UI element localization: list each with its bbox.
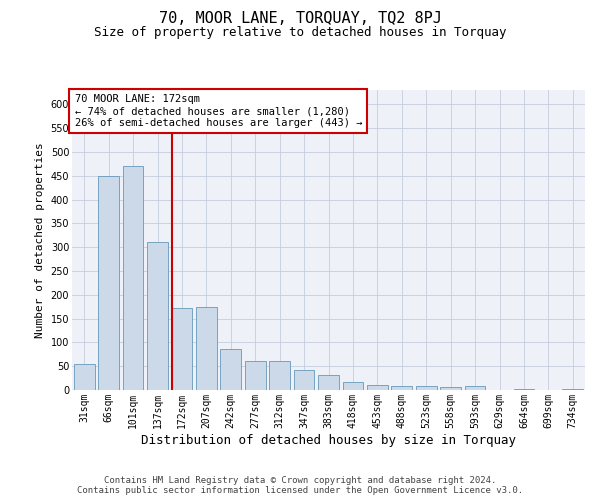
Y-axis label: Number of detached properties: Number of detached properties — [35, 142, 45, 338]
X-axis label: Distribution of detached houses by size in Torquay: Distribution of detached houses by size … — [141, 434, 516, 446]
Bar — [416, 386, 437, 390]
Bar — [318, 375, 339, 390]
Bar — [391, 386, 412, 390]
Bar — [269, 362, 290, 390]
Bar — [245, 362, 266, 390]
Text: 70 MOOR LANE: 172sqm
← 74% of detached houses are smaller (1,280)
26% of semi-de: 70 MOOR LANE: 172sqm ← 74% of detached h… — [74, 94, 362, 128]
Bar — [440, 386, 461, 390]
Bar — [367, 385, 388, 390]
Bar — [293, 370, 314, 390]
Bar — [562, 388, 583, 390]
Text: 70, MOOR LANE, TORQUAY, TQ2 8PJ: 70, MOOR LANE, TORQUAY, TQ2 8PJ — [158, 11, 442, 26]
Bar — [147, 242, 168, 390]
Bar — [464, 386, 485, 390]
Bar — [343, 382, 364, 390]
Bar — [514, 388, 535, 390]
Bar — [172, 308, 193, 390]
Bar — [196, 306, 217, 390]
Bar — [74, 364, 95, 390]
Bar — [220, 348, 241, 390]
Bar — [98, 176, 119, 390]
Text: Contains HM Land Registry data © Crown copyright and database right 2024.
Contai: Contains HM Land Registry data © Crown c… — [77, 476, 523, 495]
Text: Size of property relative to detached houses in Torquay: Size of property relative to detached ho… — [94, 26, 506, 39]
Bar — [122, 166, 143, 390]
